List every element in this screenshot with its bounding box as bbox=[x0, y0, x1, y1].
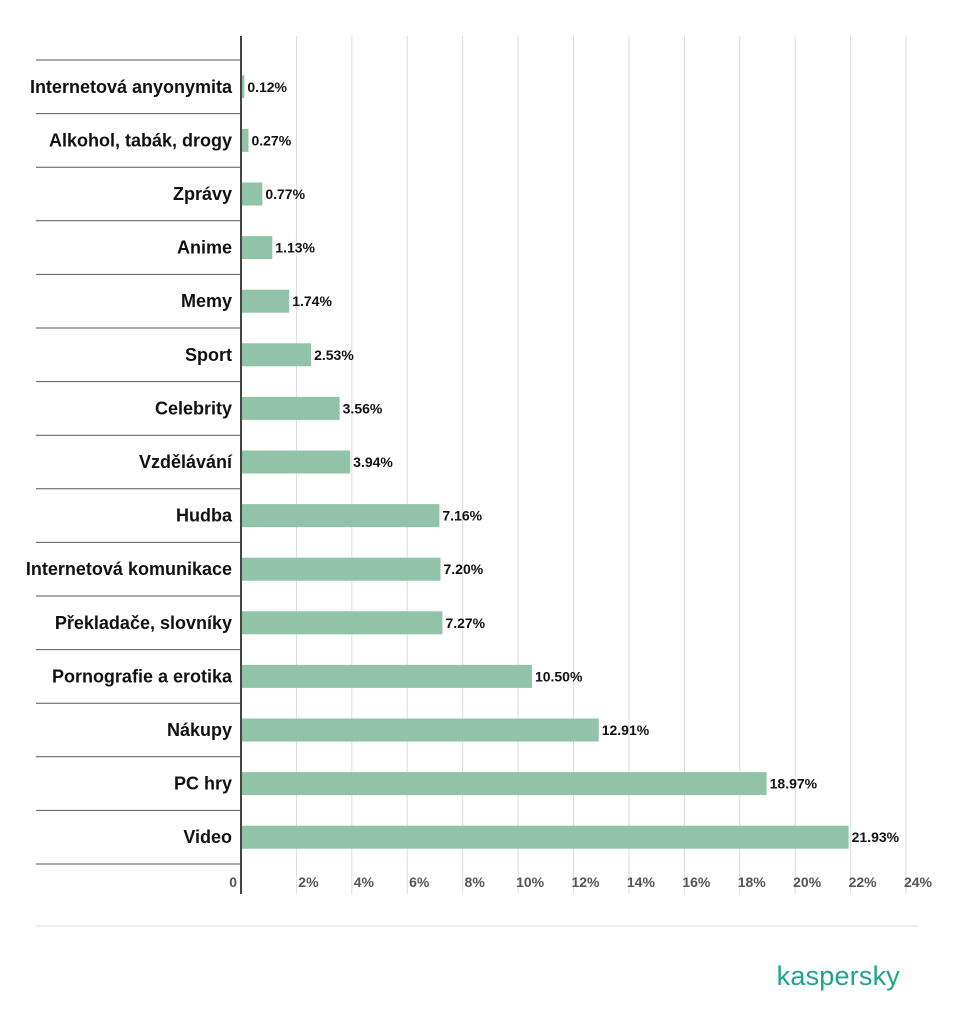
value-label: 3.56% bbox=[343, 400, 383, 416]
category-label: Nákupy bbox=[167, 720, 232, 740]
category-label: Memy bbox=[181, 291, 232, 311]
x-tick-label: 22% bbox=[849, 874, 878, 890]
bar bbox=[242, 450, 351, 474]
category-label: Celebrity bbox=[155, 398, 232, 418]
value-labels: 0.12% 0.27% 0.77% 1.13% 1.74% 2.53% 3.56% 3.94%… bbox=[247, 79, 899, 845]
category-separators bbox=[36, 59, 241, 865]
grid-lines bbox=[295, 36, 907, 894]
bar bbox=[242, 289, 290, 313]
value-label: 2.53% bbox=[314, 347, 354, 363]
category-label: Sport bbox=[185, 345, 232, 365]
bar bbox=[242, 664, 532, 688]
bar bbox=[242, 75, 245, 99]
value-label: 1.13% bbox=[275, 240, 315, 256]
category-label: Vzdělávání bbox=[139, 452, 233, 472]
kaspersky-logo: kaspersky bbox=[777, 961, 901, 991]
bar bbox=[242, 343, 312, 367]
value-label: 3.94% bbox=[353, 454, 393, 470]
value-label: 18.97% bbox=[770, 776, 818, 792]
category-label: Zprávy bbox=[173, 184, 232, 204]
category-label: Pornografie a erotika bbox=[52, 666, 233, 686]
value-label: 7.20% bbox=[444, 561, 484, 577]
category-label: PC hry bbox=[174, 774, 232, 794]
x-tick-label: 24% bbox=[904, 874, 933, 890]
bar bbox=[242, 825, 849, 849]
bar bbox=[242, 772, 767, 796]
value-label: 21.93% bbox=[852, 829, 900, 845]
x-tick-label: 16% bbox=[682, 874, 711, 890]
x-tick-label: 20% bbox=[793, 874, 822, 890]
x-tick-label: 18% bbox=[738, 874, 767, 890]
value-label: 7.27% bbox=[445, 615, 485, 631]
category-label: Alkohol, tabák, drogy bbox=[49, 130, 232, 150]
category-label: Anime bbox=[177, 238, 232, 258]
value-label: 1.74% bbox=[292, 293, 332, 309]
x-tick-label: 10% bbox=[516, 874, 545, 890]
bar bbox=[242, 236, 273, 260]
category-labels: Internetová anyonymita Alkohol, tabák, dr… bbox=[26, 77, 233, 847]
bar bbox=[242, 396, 340, 420]
value-label: 0.27% bbox=[251, 132, 291, 148]
category-label: Překladače, slovníky bbox=[55, 613, 232, 633]
value-label: 12.91% bbox=[602, 722, 650, 738]
x-tick-label: 6% bbox=[409, 874, 430, 890]
bar bbox=[242, 718, 599, 742]
x-tick-label: 14% bbox=[627, 874, 656, 890]
value-label: 10.50% bbox=[535, 668, 583, 684]
x-tick-label: 8% bbox=[465, 874, 486, 890]
value-label: 0.77% bbox=[265, 186, 305, 202]
value-label: 7.16% bbox=[442, 508, 482, 524]
value-label: 0.12% bbox=[247, 79, 287, 95]
category-label: Internetová komunikace bbox=[26, 559, 232, 579]
x-tick-label: 0 bbox=[229, 874, 237, 890]
bar bbox=[242, 182, 263, 206]
category-label: Video bbox=[183, 827, 232, 847]
bar bbox=[242, 611, 443, 635]
category-label: Hudba bbox=[176, 506, 233, 526]
bars bbox=[242, 75, 849, 849]
bar bbox=[242, 504, 440, 528]
x-tick-label: 2% bbox=[298, 874, 319, 890]
x-tick-label: 12% bbox=[571, 874, 600, 890]
bar bbox=[242, 128, 249, 152]
bar bbox=[242, 557, 441, 581]
x-axis-ticks: 0 2% 4% 6% 8% 10% 12% 14% 16% 18% 20% 22% 24% bbox=[229, 874, 932, 890]
x-tick-label: 4% bbox=[354, 874, 375, 890]
category-label: Internetová anyonymita bbox=[30, 77, 233, 97]
